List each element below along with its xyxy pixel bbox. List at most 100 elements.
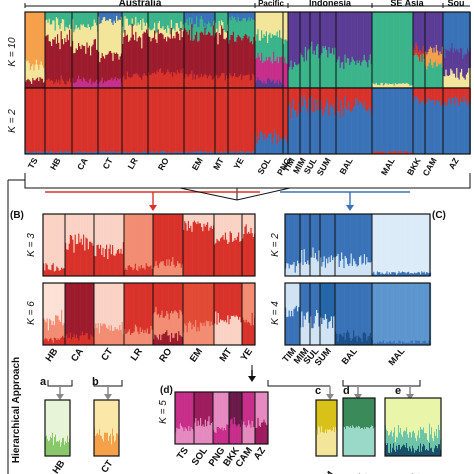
admixture-bar xyxy=(217,427,220,445)
admixture-bar xyxy=(232,316,234,346)
admixture-bar xyxy=(164,151,167,155)
admixture-bar xyxy=(267,78,269,89)
admixture-bar xyxy=(258,12,261,41)
admixture-bar xyxy=(400,12,403,84)
admixture-bar xyxy=(355,12,357,66)
admixture-bar xyxy=(316,429,318,457)
admixture-bar xyxy=(73,32,75,54)
admixture-bar xyxy=(120,329,122,346)
admixture-bar xyxy=(303,12,306,62)
k10-label: K = 10 xyxy=(7,37,18,67)
admixture-bar xyxy=(297,214,299,261)
admixture-bar xyxy=(85,53,87,82)
admixture-bar xyxy=(322,318,324,346)
admixture-bar xyxy=(286,63,289,89)
admixture-bar xyxy=(289,214,292,265)
admixture-bar xyxy=(66,80,69,89)
admixture-bar xyxy=(167,68,169,89)
admixture-bar xyxy=(95,323,97,346)
admixture-bar xyxy=(80,79,82,89)
admixture-bar xyxy=(335,257,337,277)
admixture-bar xyxy=(94,151,97,155)
admixture-bar xyxy=(74,82,76,89)
admixture-bar xyxy=(236,88,238,153)
admixture-bar xyxy=(353,283,355,331)
admixture-bar xyxy=(222,72,224,89)
admixture-bar xyxy=(246,21,248,36)
admixture-bar xyxy=(47,341,50,346)
admixture-bar xyxy=(356,398,358,427)
admixture-bar xyxy=(100,244,102,277)
admixture-bar xyxy=(399,432,401,446)
admixture-bar xyxy=(280,57,282,83)
admixture-bar xyxy=(54,400,56,438)
admixture-bar xyxy=(249,424,251,445)
admixture-bar xyxy=(165,283,167,317)
admixture-bar xyxy=(327,214,329,264)
admixture-bar xyxy=(216,426,219,445)
admixture-bar xyxy=(161,151,163,155)
admixture-bar xyxy=(467,48,469,73)
admixture-bar xyxy=(105,12,107,22)
admixture-bar xyxy=(34,80,37,89)
admixture-bar xyxy=(269,32,271,58)
admixture-bar xyxy=(200,88,203,152)
admixture-bar xyxy=(310,46,312,89)
admixture-bar xyxy=(224,283,227,321)
admixture-bar xyxy=(301,88,303,97)
admixture-bar xyxy=(378,84,380,89)
admixture-bar xyxy=(396,398,398,437)
admixture-bar xyxy=(450,104,452,155)
admixture-bar xyxy=(334,12,336,48)
admixture-bar xyxy=(157,267,160,277)
admixture-bar xyxy=(252,73,254,89)
admixture-bar xyxy=(409,432,411,447)
admixture-bar xyxy=(461,88,463,103)
admixture-bar xyxy=(189,431,191,445)
admixture-bar xyxy=(308,283,310,324)
admixture-bar xyxy=(255,12,257,41)
c-k2-label: K = 2 xyxy=(270,233,281,257)
admixture-bar xyxy=(192,27,194,42)
admixture-bar xyxy=(223,38,225,74)
admixture-bar xyxy=(403,150,405,155)
admixture-bar xyxy=(303,283,306,316)
admixture-bar xyxy=(376,214,379,272)
admixture-bar xyxy=(91,84,93,89)
admixture-bar xyxy=(327,400,329,430)
admixture-bar xyxy=(428,441,430,451)
admixture-bar xyxy=(388,83,391,89)
admixture-bar xyxy=(54,12,57,31)
admixture-bar xyxy=(328,116,330,155)
admixture-bar xyxy=(56,315,58,341)
admixture-bar xyxy=(163,265,166,277)
admixture-bar xyxy=(390,283,392,342)
admixture-bar xyxy=(132,151,135,155)
admixture-bar xyxy=(163,333,166,346)
admixture-bar xyxy=(316,46,318,89)
admixture-bar xyxy=(94,88,97,152)
admixture-bar xyxy=(391,283,393,344)
admixture-bar xyxy=(87,24,90,48)
admixture-bar xyxy=(431,99,433,155)
admixture-bar xyxy=(273,88,275,138)
admixture-bar xyxy=(343,69,345,89)
admixture-bar xyxy=(326,318,328,346)
admixture-bar xyxy=(185,151,187,155)
admixture-bar xyxy=(76,12,79,29)
admixture-bar xyxy=(86,152,88,155)
admixture-bar xyxy=(238,392,241,425)
admixture-bar xyxy=(74,88,76,154)
admixture-bar xyxy=(380,83,382,89)
admixture-bar xyxy=(191,24,193,71)
admixture-bar xyxy=(420,426,422,444)
admixture-bar xyxy=(169,313,172,343)
admixture-bar xyxy=(195,418,197,445)
admixture-bar xyxy=(262,83,264,89)
admixture-bar xyxy=(302,57,304,89)
admixture-bar xyxy=(193,220,196,277)
admixture-bar xyxy=(195,392,197,419)
admixture-bar xyxy=(426,449,428,457)
admixture-bar xyxy=(168,12,170,29)
admixture-bar xyxy=(244,425,246,445)
